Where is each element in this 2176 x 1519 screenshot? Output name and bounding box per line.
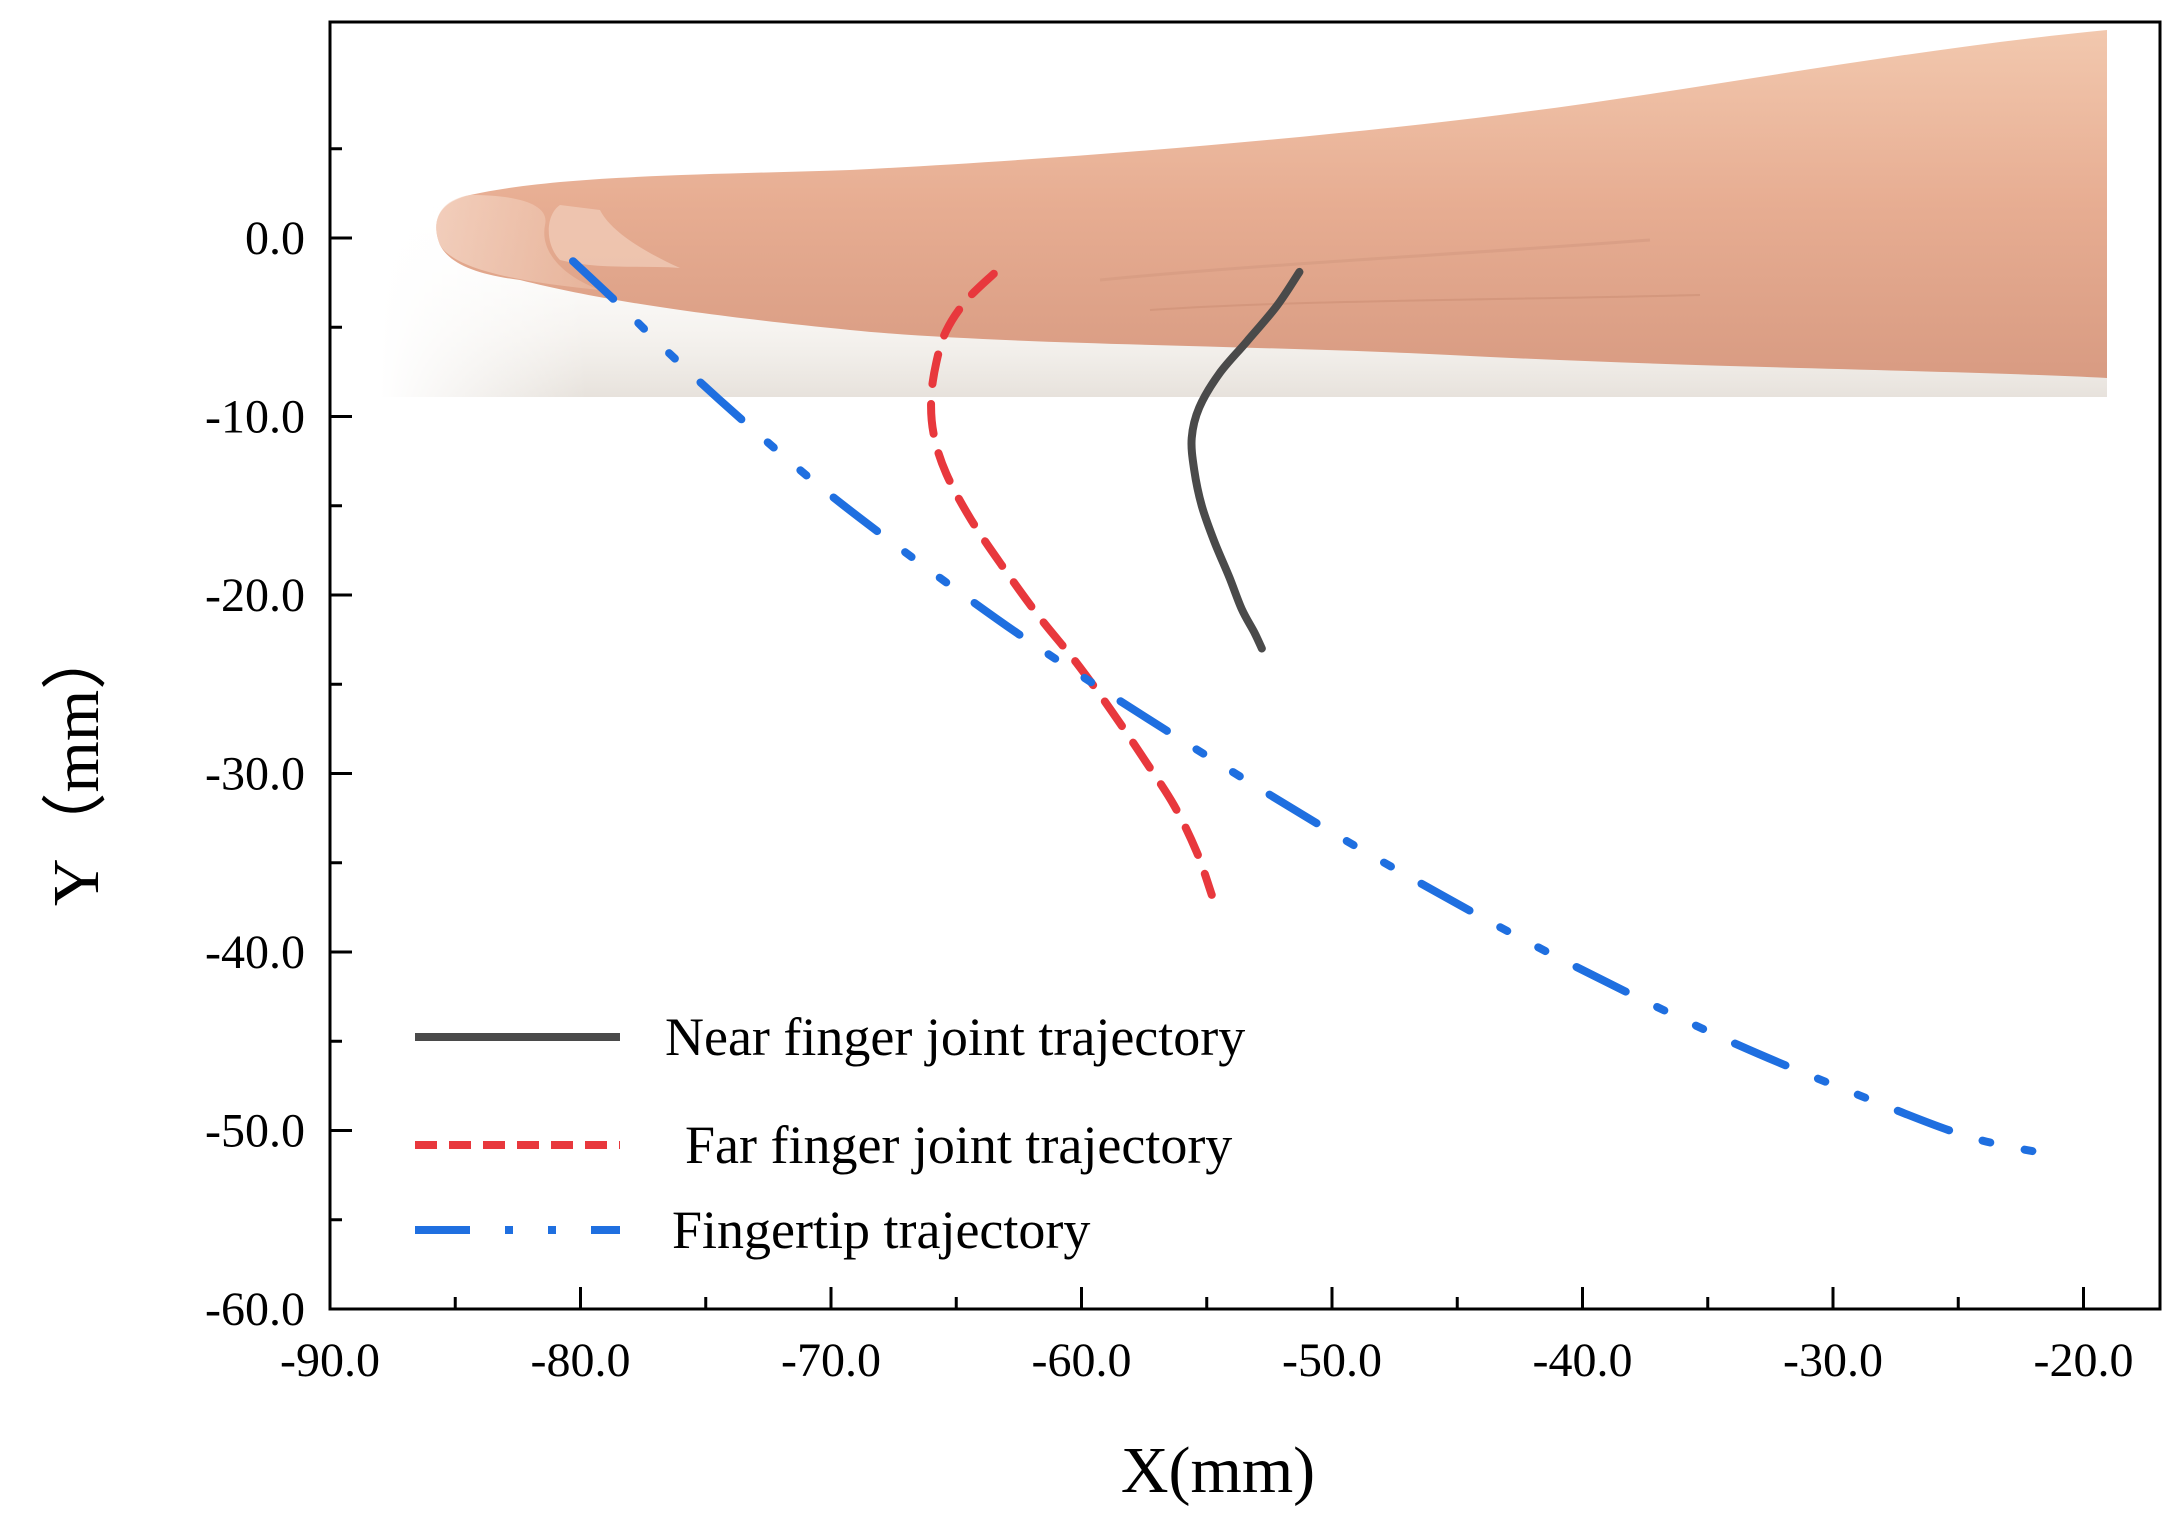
legend-label-near: Near finger joint trajectory [665,1007,1245,1067]
x-tick-label: -70.0 [781,1334,881,1387]
legend-label-far: Far finger joint trajectory [685,1115,1232,1175]
y-tick-label: -50.0 [205,1105,305,1158]
y-tick-label: 0.0 [245,212,305,265]
x-tick-label: -20.0 [2034,1334,2134,1387]
x-tick-label: -40.0 [1533,1334,1633,1387]
x-tick-label: -60.0 [1032,1334,1132,1387]
y-axis-title: Y（mm） [40,624,113,906]
legend-label-fingertip: Fingertip trajectory [672,1200,1090,1260]
axis-ticks: -90.0 -80.0 -70.0 -60.0 -50.0 -40.0 -30.0 -20.0… [205,147,2134,1387]
y-tick-label: -60.0 [205,1283,305,1336]
y-tick-label: -10.0 [205,391,305,444]
x-axis-title: X(mm) [1121,1434,1315,1507]
legend: Near finger joint trajectory Far finger … [415,1007,1245,1260]
fingertip-trajectory-line [568,257,2050,1158]
series-layer [568,257,2050,1158]
x-tick-label: -30.0 [1783,1334,1883,1387]
plot-frame [328,20,2162,1311]
near-joint-trajectory-line [1187,267,1304,653]
hand-photo [380,30,2107,397]
x-tick-label: -80.0 [531,1334,631,1387]
y-tick-label: -20.0 [205,569,305,622]
y-tick-label: -40.0 [205,926,305,979]
x-tick-label: -50.0 [1282,1334,1382,1387]
y-tick-label: -30.0 [205,748,305,801]
far-joint-trajectory-line [927,269,1216,899]
x-tick-label: -90.0 [280,1334,380,1387]
